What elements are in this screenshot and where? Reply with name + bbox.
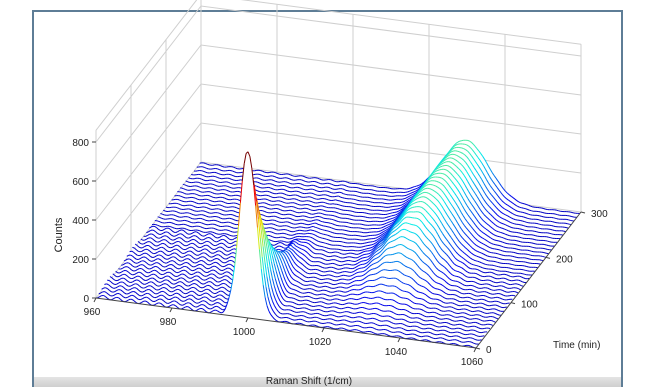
surface-mesh	[95, 139, 582, 349]
x-tick-label: 1020	[309, 337, 332, 348]
z-axis-ticks: 0 200 400 600 800	[72, 138, 96, 305]
z-axis-label: Counts	[53, 217, 65, 252]
x-tick-label: 980	[160, 317, 177, 328]
z-tick-label: 800	[72, 138, 89, 149]
x-tick-label: 960	[84, 307, 101, 318]
y-tick-label: 200	[556, 254, 573, 265]
x-tick-label: 1000	[233, 327, 256, 338]
y-axis-ticks: 0 100 200 300	[475, 209, 608, 356]
y-axis-label: Time (min)	[553, 340, 600, 351]
y-tick-label: 0	[486, 345, 492, 356]
y-tick-label: 300	[591, 209, 608, 220]
z-tick-label: 200	[72, 255, 89, 266]
x-axis-ticks: 960 980 1000 1020 1040 1060	[84, 297, 484, 368]
x-tick-label: 1040	[385, 347, 408, 358]
z-tick-label: 0	[83, 294, 89, 305]
z-tick-label: 600	[72, 177, 89, 188]
axes-grid	[95, 0, 582, 299]
z-tick-label: 400	[72, 216, 89, 227]
x-axis-label: Raman Shift (1/cm)	[266, 376, 352, 387]
figure-caption-bar	[34, 377, 621, 387]
x-tick-label: 1060	[461, 357, 484, 368]
y-tick-label: 100	[521, 300, 538, 311]
